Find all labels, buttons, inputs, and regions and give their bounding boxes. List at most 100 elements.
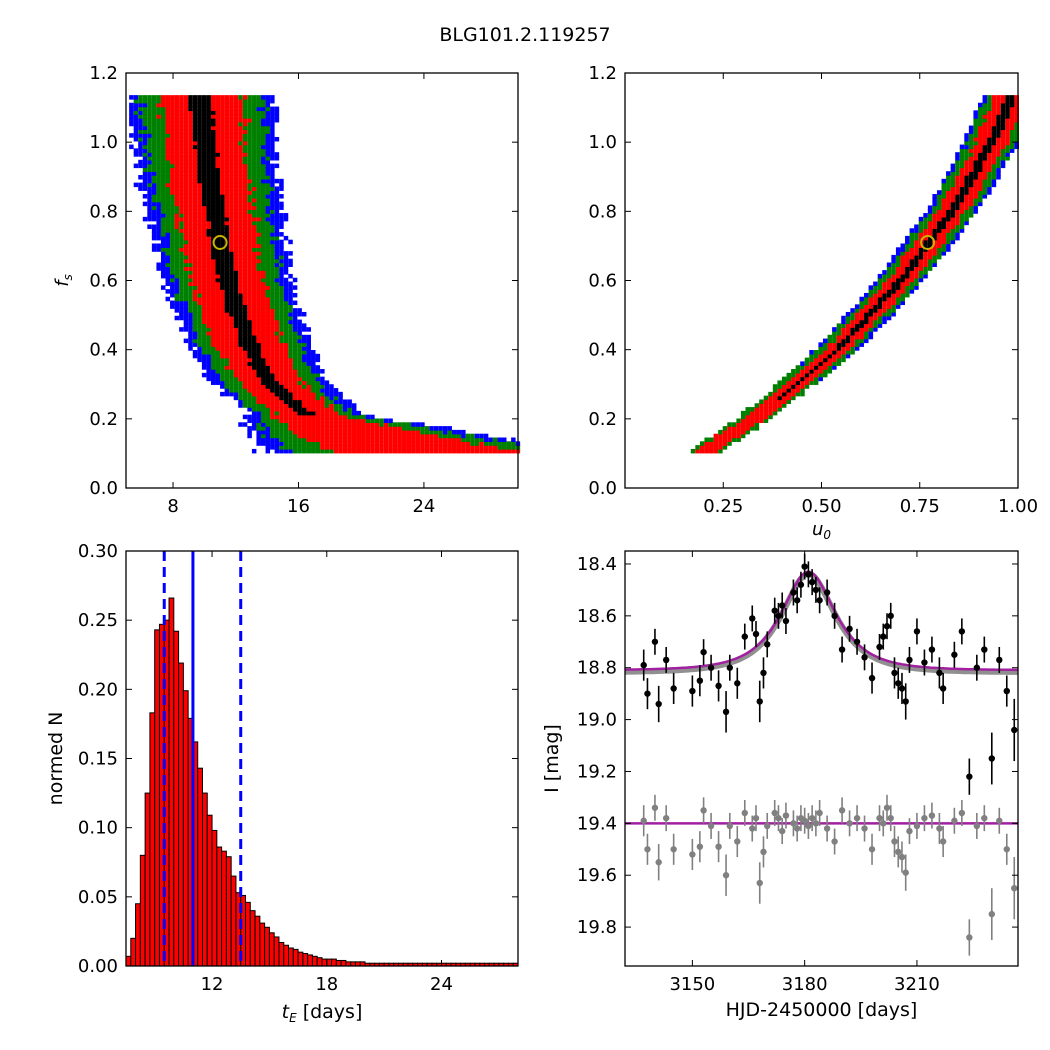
posterior-cell (197, 296, 202, 302)
posterior-cell (142, 106, 148, 112)
data-point (895, 848, 902, 856)
posterior-cell (356, 445, 361, 450)
posterior-cell (274, 441, 280, 446)
posterior-cell (279, 281, 284, 287)
posterior-cell (206, 194, 211, 199)
data-point (752, 630, 760, 638)
posterior-cell (224, 224, 230, 229)
posterior-cell (292, 334, 298, 340)
posterior-cell (247, 163, 252, 169)
posterior-cell (392, 426, 398, 431)
posterior-cell (192, 254, 198, 260)
posterior-cell (188, 300, 193, 306)
posterior-cell (229, 239, 234, 245)
posterior-cell (996, 98, 1001, 104)
posterior-cell (909, 270, 915, 275)
posterior-cell (786, 391, 792, 397)
posterior-cell (201, 102, 207, 108)
posterior-cell (229, 315, 234, 321)
posterior-cell (850, 330, 855, 336)
posterior-cell (996, 175, 1001, 180)
posterior-cell (170, 106, 175, 112)
posterior-cell (982, 190, 988, 195)
posterior-cell (170, 186, 175, 191)
posterior-cell (151, 209, 157, 214)
posterior-cell (270, 327, 275, 332)
posterior-cell (451, 433, 457, 439)
posterior-cell (283, 422, 289, 427)
posterior-cell (192, 182, 198, 188)
posterior-cell (210, 380, 216, 385)
posterior-cell (147, 175, 152, 180)
posterior-cell (270, 346, 275, 351)
posterior-cell (438, 437, 443, 443)
posterior-cell (201, 273, 207, 279)
posterior-cell (836, 327, 842, 332)
posterior-cell (882, 308, 887, 313)
posterior-cell (306, 410, 311, 416)
posterior-cell (279, 289, 284, 294)
posterior-cell (201, 194, 207, 199)
posterior-cell (215, 155, 221, 161)
posterior-cell (242, 285, 248, 290)
posterior-cell (429, 426, 434, 431)
posterior-cell (261, 186, 266, 191)
posterior-cell (224, 334, 230, 340)
posterior-cell (188, 216, 193, 222)
posterior-cell (192, 353, 198, 359)
posterior-cell (288, 441, 293, 446)
posterior-cell (827, 334, 833, 340)
posterior-cell (818, 369, 823, 374)
posterior-cell (261, 414, 266, 420)
posterior-cell (238, 365, 243, 370)
posterior-cell (165, 247, 171, 252)
posterior-cell (242, 403, 248, 408)
posterior-cell (909, 266, 915, 271)
posterior-cell (886, 273, 892, 279)
posterior-cell (174, 235, 180, 241)
posterior-cell (905, 285, 910, 290)
posterior-cell (827, 357, 833, 363)
posterior-cell (832, 338, 837, 344)
posterior-cell (233, 388, 239, 393)
posterior-cell (242, 228, 248, 233)
posterior-cell (165, 144, 171, 150)
posterior-cell (165, 125, 171, 131)
posterior-cell (256, 441, 261, 446)
posterior-cell (288, 395, 293, 401)
posterior-cell (950, 167, 956, 172)
posterior-cell (873, 319, 878, 325)
posterior-cell (160, 175, 166, 180)
posterior-cell (210, 277, 216, 283)
posterior-cell (192, 117, 198, 123)
posterior-cell (804, 384, 810, 389)
posterior-cell (265, 243, 271, 248)
posterior-cell (170, 117, 175, 123)
histogram-bar (297, 951, 304, 967)
posterior-cell (156, 197, 161, 203)
posterior-cell (895, 281, 901, 287)
posterior-cell (138, 98, 143, 104)
posterior-cell (247, 376, 252, 382)
posterior-cell (229, 247, 234, 252)
posterior-cell (718, 429, 723, 435)
posterior-cell (959, 182, 965, 188)
posterior-cell (247, 254, 252, 260)
posterior-cell (147, 182, 152, 188)
posterior-cell (722, 445, 728, 450)
posterior-cell (160, 102, 166, 108)
posterior-cell (483, 437, 489, 443)
posterior-cell (229, 114, 234, 119)
posterior-cell (183, 224, 189, 229)
posterior-cell (256, 357, 261, 363)
posterior-cell (229, 391, 234, 397)
posterior-cell (311, 433, 316, 439)
posterior-cell (936, 205, 942, 210)
posterior-cell (927, 228, 933, 233)
posterior-cell (877, 311, 883, 317)
posterior-cell (768, 414, 773, 420)
posterior-cell (220, 213, 225, 218)
posterior-cell (142, 194, 148, 199)
posterior-cell (220, 277, 225, 283)
data-point (898, 853, 906, 861)
